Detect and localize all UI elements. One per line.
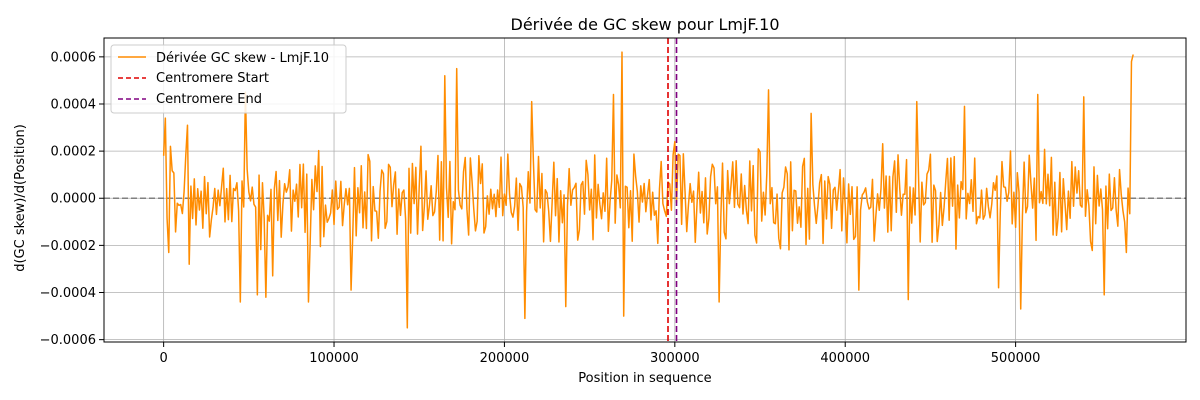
- x-tick-label: 300000: [650, 351, 700, 366]
- x-axis-label: Position in sequence: [578, 371, 711, 386]
- legend: Dérivée GC skew - LmjF.10 Centromere Sta…: [110, 44, 347, 114]
- y-axis-ticks: −0.0006 −0.0004 −0.0002 0.0000 0.0002 0.0004 0…: [40, 50, 104, 348]
- y-tick-label: −0.0004: [40, 286, 96, 301]
- x-tick-label: 200000: [480, 351, 530, 366]
- x-tick-label: 0: [159, 351, 167, 366]
- legend-label-centromere-start: Centromere Start: [156, 71, 269, 86]
- y-tick-label: 0.0000: [51, 192, 97, 207]
- centromere-lines: [667, 38, 678, 342]
- plot-frame: [103, 37, 1187, 343]
- y-tick-label: 0.0006: [51, 50, 97, 65]
- y-tick-label: 0.0002: [51, 145, 97, 160]
- y-axis-label: d(GC skew)/d(Position): [13, 124, 28, 272]
- series-layer: [162, 51, 1134, 329]
- x-tick-label: 400000: [820, 351, 870, 366]
- x-axis-ticks: 0 100000 200000 300000 400000 500000: [159, 342, 1040, 366]
- chart-title: Dérivée de GC skew pour LmjF.10: [511, 15, 780, 34]
- x-tick-label: 500000: [991, 351, 1041, 366]
- legend-label-gc-skew: Dérivée GC skew - LmjF.10: [156, 51, 329, 66]
- x-tick-label: 100000: [309, 351, 359, 366]
- y-tick-label: −0.0002: [40, 239, 96, 254]
- y-tick-label: −0.0006: [40, 333, 96, 348]
- series-line-gc-skew-derivative: [162, 51, 1134, 329]
- y-tick-label: 0.0004: [51, 97, 97, 112]
- legend-box: [110, 44, 347, 114]
- legend-label-centromere-end: Centromere End: [156, 92, 262, 107]
